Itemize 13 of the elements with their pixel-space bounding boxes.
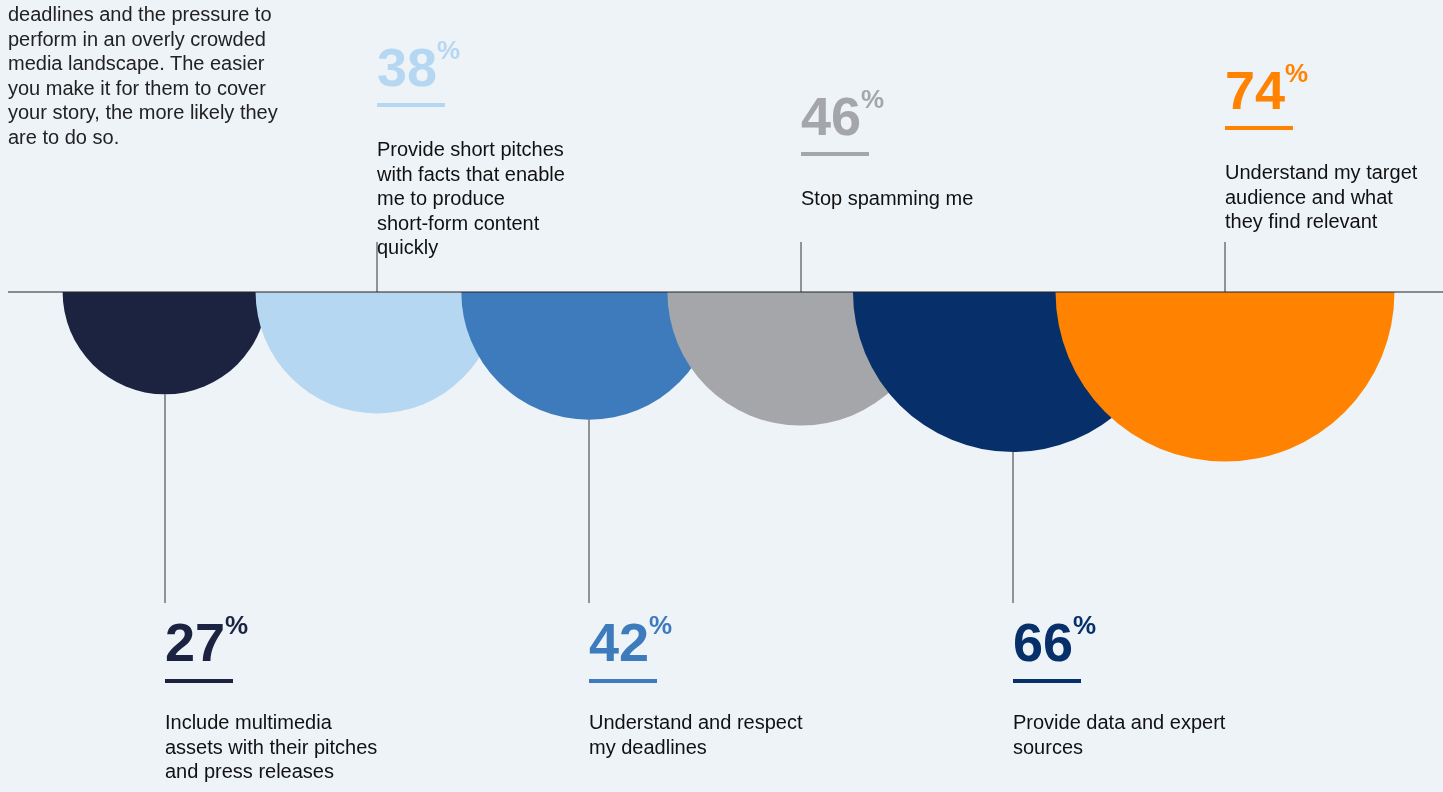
category-label: Provide data and expert sources	[1013, 711, 1231, 758]
category-label: Understand my target audience and what they find relevant	[1225, 161, 1423, 233]
category-label: Understand and respect my deadlines	[589, 711, 809, 758]
data-label: 74%	[1225, 58, 1309, 120]
data-label: 27%	[165, 610, 249, 672]
data-label: 38%	[377, 35, 461, 97]
category-label: Include multimedia assets with their pitches and press releases	[165, 711, 383, 783]
data-label: 46%	[801, 84, 885, 146]
data-label: 42%	[589, 610, 673, 672]
data-label: 66%	[1013, 610, 1097, 672]
category-label: Provide short pitches with facts that enable me to produce short-form content quickly	[376, 138, 571, 259]
text: deadlines and the pressure to perform in an overly crowded media landscape. The easier you make it for them to cover your story, the more likely they are to do so.	[8, 3, 284, 148]
category-label: Stop spamming me	[801, 187, 974, 210]
